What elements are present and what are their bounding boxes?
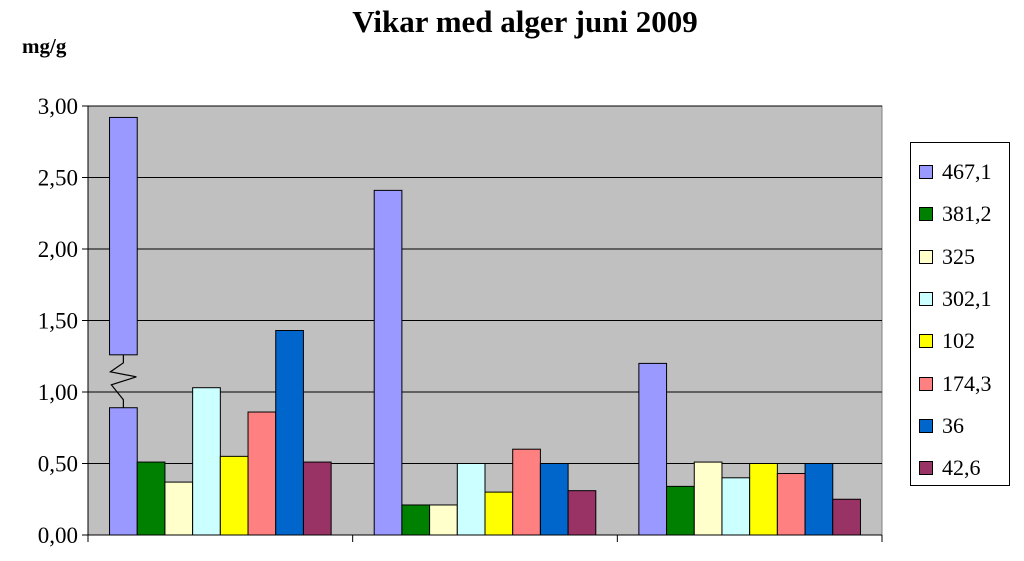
bar — [219, 455, 249, 536]
bar — [804, 463, 834, 536]
legend-item: 102 — [919, 328, 975, 354]
legend-swatch — [919, 334, 933, 349]
bar — [721, 477, 751, 536]
axis-break-mark — [108, 354, 137, 408]
y-tick-label: 2,50 — [38, 166, 78, 191]
bar — [164, 481, 194, 536]
legend-item: 302,1 — [919, 285, 992, 311]
bar — [192, 387, 221, 536]
legend-label: 302,1 — [942, 285, 992, 311]
bar — [302, 461, 332, 536]
legend-label: 102 — [942, 328, 975, 354]
legend-item: 381,2 — [919, 201, 992, 227]
legend-item: 42,6 — [919, 455, 981, 481]
bar — [638, 362, 668, 536]
bar — [275, 330, 304, 536]
legend-swatch — [919, 207, 933, 222]
bar — [109, 116, 138, 356]
y-tick-label: 0,50 — [38, 452, 78, 477]
legend-swatch — [919, 165, 933, 179]
legend-label: 325 — [942, 243, 975, 269]
bar — [401, 504, 431, 536]
legend-label: 467,1 — [942, 159, 992, 184]
legend-label: 174,3 — [942, 370, 992, 396]
bar — [109, 407, 138, 536]
legend-label: 381,2 — [942, 201, 992, 227]
legend-swatch — [919, 291, 933, 306]
bar — [456, 463, 486, 536]
legend-item: 325 — [919, 243, 975, 269]
bar — [136, 461, 166, 536]
y-tick-label: 3,00 — [38, 94, 78, 119]
bar — [749, 463, 778, 536]
legend-swatch — [919, 461, 933, 476]
bar — [512, 448, 541, 536]
bar — [567, 490, 597, 536]
legend-swatch — [919, 249, 933, 264]
bar — [373, 189, 403, 536]
legend: 467,1 381,2 325 302,1 102 174,3 36 42,6 — [910, 142, 1010, 486]
y-tick-label: 2,00 — [38, 237, 78, 262]
y-tick-label: 1,00 — [38, 380, 78, 405]
legend-item: 36 — [919, 412, 964, 438]
bar — [247, 411, 277, 536]
bar — [539, 463, 569, 536]
bar — [832, 498, 861, 536]
chart-title: Vikar med alger juni 2009 — [352, 4, 698, 39]
legend-item: 174,3 — [919, 370, 992, 396]
y-axis-unit-label: mg/g — [22, 34, 67, 58]
bar — [666, 485, 695, 536]
legend-label: 42,6 — [942, 455, 981, 481]
y-tick-label: 0,00 — [38, 523, 78, 548]
bar — [693, 461, 723, 536]
legend-label: 36 — [942, 412, 964, 438]
bar — [484, 491, 514, 536]
legend-swatch — [919, 376, 933, 391]
y-tick-label: 1,50 — [38, 309, 78, 334]
bar — [776, 473, 806, 536]
legend-item: 467,1 — [919, 159, 992, 184]
bar — [429, 504, 458, 536]
legend-swatch — [919, 418, 933, 433]
